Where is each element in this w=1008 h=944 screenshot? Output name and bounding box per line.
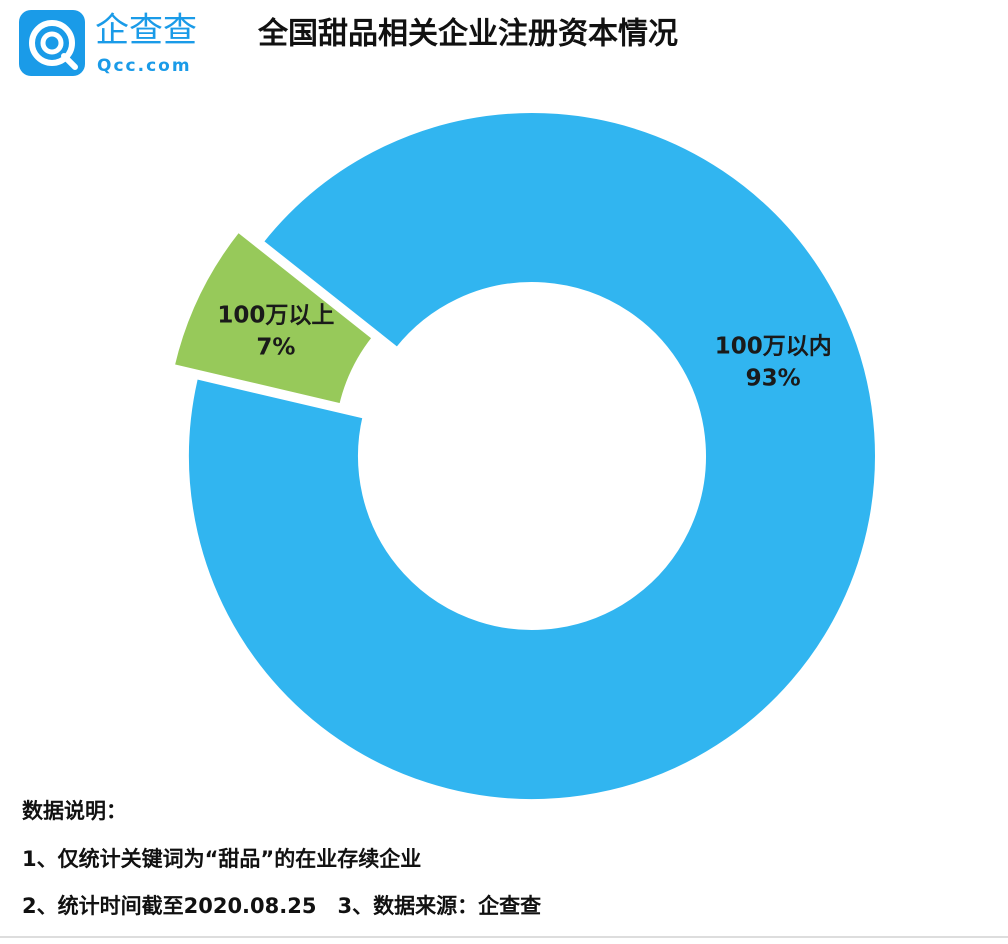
slice-label: 100万以上 <box>217 303 334 329</box>
notes-heading: 数据说明： <box>22 799 127 823</box>
slice <box>170 227 377 408</box>
note-line: 1、仅统计关键词为“甜品”的在业存续企业 <box>22 847 421 871</box>
note-line: 2、统计时间截至2020.08.25 3、数据来源：企查查 <box>22 894 541 918</box>
logo-name: 企查查 <box>95 11 197 51</box>
logo-tail <box>61 53 78 70</box>
logo-ring <box>29 20 75 66</box>
slice <box>185 109 879 803</box>
logo-ring-inner <box>40 31 64 55</box>
slice-value-label: 7% <box>256 335 295 361</box>
slice-label: 100万以内 <box>715 334 832 360</box>
slice-value-label: 93% <box>746 366 801 392</box>
logo: 企查查 Qcc.com <box>19 10 197 76</box>
chart-title: 全国甜品相关企业注册资本情况 <box>257 17 678 52</box>
logo-domain: Qcc.com <box>97 56 192 76</box>
donut: 100万以内 93% 100万以上 7% <box>170 109 879 803</box>
